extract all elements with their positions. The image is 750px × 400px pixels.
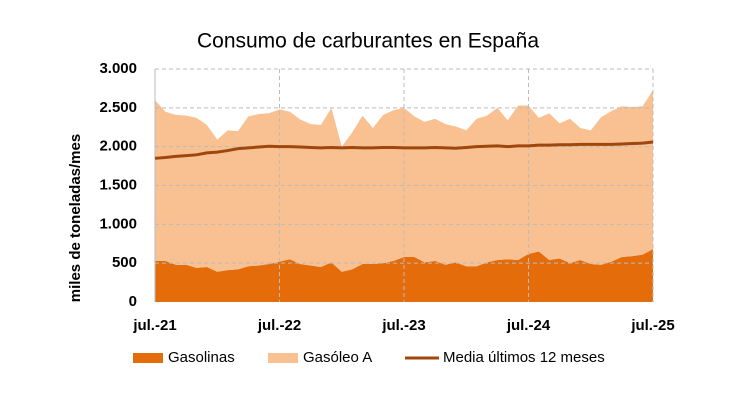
y-tick-label: 2.000 bbox=[99, 138, 137, 155]
y-tick-label: 0 bbox=[129, 293, 137, 310]
legend-label: Gasóleo A bbox=[303, 349, 372, 366]
chart-title: Consumo de carburantes en España bbox=[197, 30, 539, 53]
x-tick-label: jul.-24 bbox=[506, 317, 551, 334]
y-axis-title: miles de toneladas/mes bbox=[67, 134, 84, 302]
x-tick-label: jul.-21 bbox=[132, 317, 176, 334]
x-tick-label: jul.-25 bbox=[630, 317, 674, 334]
legend-swatch bbox=[268, 353, 298, 363]
legend-label: Media últimos 12 meses bbox=[443, 349, 605, 366]
y-tick-label: 500 bbox=[112, 254, 137, 271]
y-tick-label: 1.500 bbox=[99, 176, 137, 193]
y-tick-label: 1.000 bbox=[99, 215, 137, 232]
x-tick-label: jul.-23 bbox=[381, 317, 425, 334]
x-tick-label: jul.-22 bbox=[257, 317, 301, 334]
legend-label: Gasolinas bbox=[168, 349, 235, 366]
line bbox=[154, 140, 654, 160]
legend-swatch bbox=[133, 353, 163, 363]
y-tick-label: 3.000 bbox=[99, 60, 137, 77]
y-tick-label: 2.500 bbox=[99, 99, 137, 116]
